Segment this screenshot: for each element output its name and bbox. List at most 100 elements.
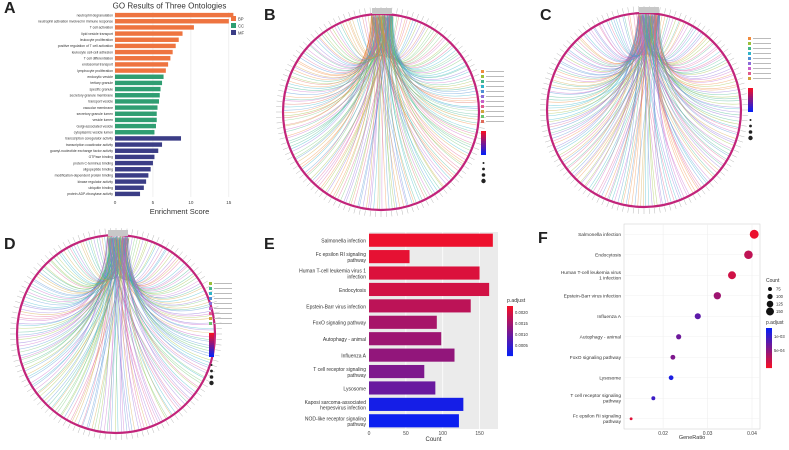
gene-tick [435,195,438,200]
gene-tick [175,415,178,419]
gene-tick [448,34,452,38]
y-tick-label: cytoplasmic vesicle lumen [74,130,113,134]
logfc-gradient [481,137,486,139]
bar [115,87,161,91]
legend-swatch [209,307,212,310]
panel-label-a: A [4,0,16,18]
gene-tick [740,88,745,89]
y-tick-label: transcription coregulator activity [65,137,113,141]
panel-label-f: F [538,230,548,248]
gene-tick [472,69,477,71]
size-legend-dot [768,287,772,291]
gene-tick [474,74,479,76]
gene-tick [333,201,335,206]
gene-tick [544,135,549,136]
bar [369,299,471,312]
x-axis-label: GeneRatio [679,435,705,441]
gene-tick [19,291,24,293]
gene-tick [287,157,292,159]
gene-tick [397,8,398,13]
gene-tick [24,384,29,387]
bar [115,13,233,17]
gene-tick [612,204,614,209]
gene-tick [343,14,345,19]
gene-tick [73,426,75,431]
gene-tick [417,205,419,210]
x-tick-label: 10 [188,200,194,205]
y-tick-label: FoxO signaling pathway [570,355,622,361]
legend-text-line [214,283,232,284]
gene-tick [579,29,582,33]
gene-tick [741,94,746,95]
gene-tick [541,120,546,121]
legend-text-line [214,303,232,304]
legend-swatch [481,120,484,123]
gene-tick [727,53,732,56]
gene-tick [684,200,686,205]
gene-tick [547,145,552,147]
panel-label-e: E [264,236,275,254]
logfc-gradient [481,143,486,145]
gene-tick [451,182,455,186]
legend-gradient [507,326,513,329]
chart-title: GO Results of Three Ontologies [113,2,227,11]
x-tick-label: 0.04 [747,431,757,437]
gene-tick [212,301,217,303]
gene-tick [684,15,686,20]
gene-tick [602,15,604,20]
y-tick-label: pathway [603,399,621,405]
gene-tick [461,50,465,53]
size-legend-title: Count [766,278,780,284]
gene-tick [293,166,298,169]
gene-tick [41,259,45,263]
gene-tick [171,245,174,250]
logfc-gradient [481,139,486,141]
y-tick-label: T cell activation [90,26,113,30]
bar [115,38,179,42]
legend-text-line [214,288,232,289]
gene-tick [187,405,191,409]
color-legend-gradient [766,351,772,354]
gene-tick [137,432,138,437]
legend-swatch [748,57,751,60]
gene-tick [628,7,629,12]
bar [115,19,229,23]
bar [369,283,489,296]
gene-tick [602,200,604,205]
gene-tick [545,78,550,80]
gene-tick [693,195,696,200]
data-point [651,396,655,400]
gene-tick [674,11,676,16]
gene-tick [37,263,41,267]
legend-gradient [507,319,513,322]
gene-tick [617,205,618,210]
bar [115,68,166,72]
gene-tick [622,8,623,13]
gene-tick [22,286,27,288]
legend-swatch [209,317,212,320]
gene-tick [37,401,41,405]
data-point [676,334,681,339]
legend-gradient [507,331,513,334]
gene-tick [14,307,19,308]
gene-tick [54,248,57,252]
legend-text-line [486,101,504,102]
gene-tick [12,312,17,313]
size-legend-dot [481,179,485,183]
gene-tick [280,85,285,86]
color-legend-gradient [766,328,772,331]
gene-tick [34,397,38,400]
legend-text-line [486,116,504,117]
legend-swatch [209,282,212,285]
gene-tick [435,24,438,29]
x-axis-label: Enrichment Score [150,207,210,216]
gene-tick [296,170,300,173]
gene-tick [544,83,549,84]
gene-tick [213,360,218,361]
gene-tick [94,432,95,437]
legend-text-line [214,308,232,309]
gene-tick [622,206,623,211]
gene-tick [560,49,564,52]
gene-tick [739,83,744,84]
logfc-gradient [481,147,486,149]
